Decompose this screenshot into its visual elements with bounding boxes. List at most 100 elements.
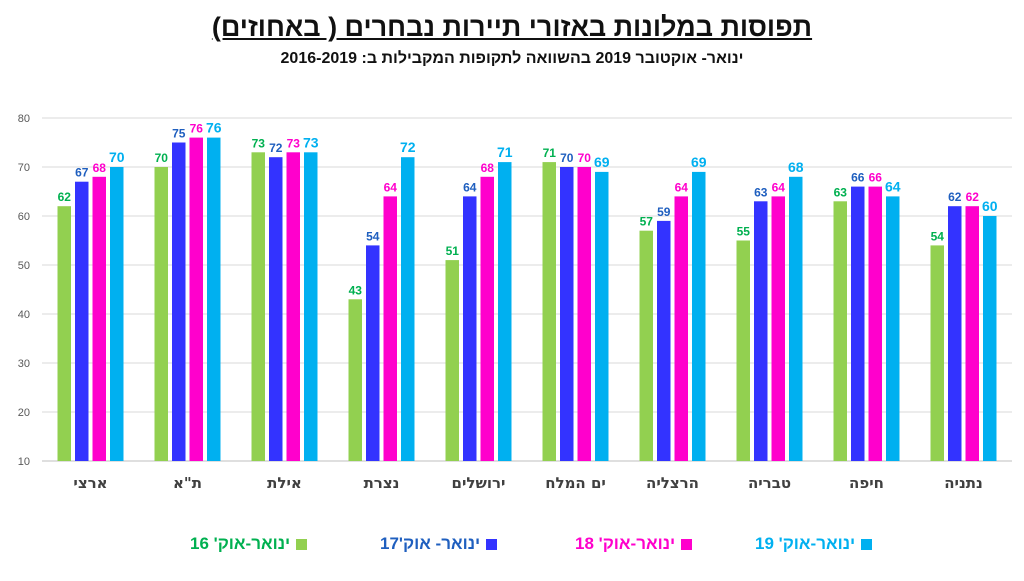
bar: [57, 206, 71, 461]
chart-legend: ינואר-אוק' 16 ינואר- אוק'17 ינואר-אוק' 18 י…: [0, 534, 1024, 558]
data-label: 62: [58, 190, 72, 204]
data-label: 60: [982, 198, 998, 214]
data-label: 62: [966, 190, 980, 204]
data-label: 70: [155, 151, 169, 165]
bar: [851, 186, 865, 461]
bar: [736, 240, 750, 461]
bar: [692, 171, 706, 461]
data-label: 69: [691, 154, 707, 170]
legend-swatch: [861, 538, 873, 550]
data-label: 66: [851, 171, 865, 185]
bar: [304, 152, 318, 462]
bar: [577, 167, 591, 461]
bar: [542, 162, 556, 461]
bar: [189, 137, 203, 461]
x-tick-label: ארצי: [73, 474, 107, 492]
bar: [771, 196, 785, 461]
bar: [286, 152, 300, 462]
legend-swatch: [486, 538, 498, 550]
bar: [445, 260, 459, 461]
x-tick-label: ים המלח: [545, 474, 606, 492]
bar: [172, 142, 186, 461]
y-tick-label: 70: [18, 162, 30, 174]
bar: [674, 196, 688, 461]
bar: [207, 137, 221, 461]
data-label: 76: [206, 120, 222, 136]
data-label: 70: [109, 149, 125, 165]
data-label: 70: [560, 151, 574, 165]
bar: [366, 245, 380, 461]
bar: [965, 206, 979, 461]
x-tick-label: חיפה: [849, 474, 884, 492]
data-label: 63: [754, 185, 768, 199]
y-tick-label: 50: [18, 260, 30, 272]
data-label: 54: [366, 229, 380, 243]
bar: [383, 196, 397, 461]
y-tick-label: 30: [18, 358, 30, 370]
bar: [560, 167, 574, 461]
data-label: 73: [303, 134, 319, 150]
x-tick-label: ירושלים: [452, 474, 506, 492]
bar: [595, 171, 609, 461]
bar: [754, 201, 768, 462]
bar: [269, 157, 283, 461]
data-label: 66: [869, 171, 883, 185]
bar: [92, 176, 106, 462]
legend-item: ינואר-אוק' 16: [190, 534, 308, 554]
x-tick-label: הרצליה: [646, 474, 699, 492]
data-label: 73: [252, 136, 266, 150]
data-label: 59: [657, 205, 671, 219]
bar: [401, 157, 415, 461]
legend-label: ינואר- אוק'17: [380, 534, 481, 553]
y-tick-label: 10: [18, 456, 30, 468]
data-label: 62: [948, 190, 962, 204]
x-tick-label: ת"א: [173, 474, 202, 492]
data-label: 64: [675, 180, 689, 194]
legend-swatch: [681, 538, 693, 550]
data-label: 51: [446, 244, 460, 258]
legend-item: ינואר-אוק' 18: [575, 534, 693, 554]
data-label: 71: [497, 144, 513, 160]
bar: [657, 220, 671, 461]
data-label: 71: [543, 146, 557, 160]
chart-subtitle: ינואר- אוקטובר 2019 בהשוואה לתקופות המקב…: [280, 50, 744, 67]
data-label: 43: [349, 283, 363, 297]
data-label: 55: [737, 225, 751, 239]
y-tick-label: 80: [18, 113, 30, 125]
legend-item: ינואר-אוק' 19: [755, 534, 873, 554]
legend-swatch: [296, 538, 308, 550]
data-label: 64: [772, 180, 786, 194]
bar: [251, 152, 265, 462]
data-label: 76: [190, 122, 204, 136]
data-label: 75: [172, 127, 186, 141]
data-label: 68: [788, 159, 804, 175]
y-tick-label: 60: [18, 211, 30, 223]
x-tick-label: טבריה: [748, 474, 791, 492]
data-label: 70: [578, 151, 592, 165]
legend-label: ינואר-אוק' 19: [755, 534, 856, 553]
y-tick-label: 20: [18, 407, 30, 419]
bar: [639, 230, 653, 461]
bar: [833, 201, 847, 462]
legend-item: ינואר- אוק'17: [380, 534, 498, 554]
data-label: 68: [481, 161, 495, 175]
data-label: 63: [834, 185, 848, 199]
legend-label: ינואר-אוק' 18: [575, 534, 676, 553]
x-tick-label: אילת: [267, 474, 302, 492]
data-label: 64: [885, 178, 901, 194]
data-label: 57: [640, 215, 654, 229]
legend-label: ינואר-אוק' 16: [190, 534, 291, 553]
data-label: 54: [931, 229, 945, 243]
bar: [930, 245, 944, 461]
bar: [983, 216, 997, 461]
chart-title: תפוסות במלונות באזורי תיירות נבחרים ( בא…: [211, 12, 813, 42]
data-label: 67: [75, 166, 89, 180]
data-label: 64: [463, 180, 477, 194]
bar: [110, 167, 124, 461]
data-label: 68: [93, 161, 107, 175]
data-label: 73: [287, 136, 301, 150]
x-tick-label: נצרת: [364, 474, 400, 492]
bar: [868, 186, 882, 461]
bar: [948, 206, 962, 461]
data-label: 72: [269, 141, 283, 155]
